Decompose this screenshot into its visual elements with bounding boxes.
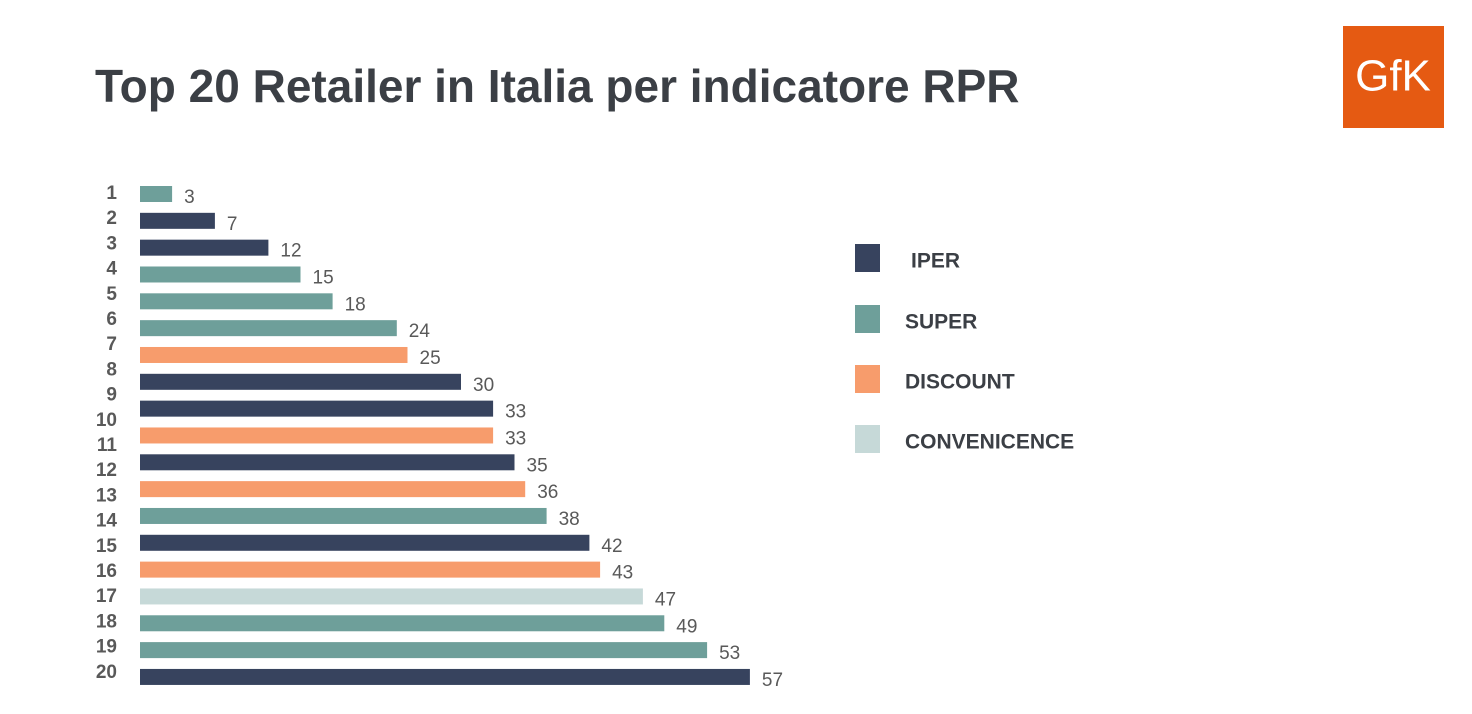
data-label: 24	[409, 321, 431, 342]
bar	[140, 400, 494, 417]
data-label: 15	[313, 268, 334, 289]
data-label: 7	[227, 214, 238, 235]
row-label: 7	[106, 334, 117, 355]
row-label: 6	[106, 309, 117, 330]
data-label: 35	[527, 455, 548, 476]
data-label: 33	[505, 428, 526, 449]
legend-swatch	[855, 425, 880, 453]
bar	[140, 212, 215, 229]
data-label: 36	[537, 482, 558, 503]
row-label: 16	[96, 561, 117, 582]
data-label: 38	[559, 509, 580, 530]
bar	[140, 534, 590, 551]
bar	[140, 481, 526, 498]
data-label: 43	[612, 563, 633, 584]
bar	[140, 642, 708, 659]
data-label: 49	[676, 616, 697, 637]
row-label: 5	[106, 284, 117, 305]
bar	[140, 561, 601, 578]
row-label: 15	[96, 536, 118, 557]
row-label: 11	[97, 435, 118, 456]
row-label: 12	[96, 460, 117, 481]
bar	[140, 588, 643, 605]
legend-label: IPER	[911, 250, 960, 273]
bar	[140, 373, 461, 390]
bar	[140, 507, 547, 524]
logo-box	[1343, 26, 1444, 128]
data-label: 47	[655, 589, 676, 610]
bar	[140, 454, 515, 471]
row-label: 1	[106, 183, 117, 204]
legend-label: CONVENICENCE	[905, 431, 1074, 454]
data-label: 33	[505, 402, 526, 423]
row-label: 13	[96, 485, 117, 506]
row-label: 17	[96, 586, 117, 607]
data-label: 57	[762, 670, 783, 691]
row-label: 3	[106, 233, 117, 254]
data-label: 53	[719, 643, 740, 664]
row-label: 20	[96, 662, 117, 683]
data-label: 18	[345, 294, 366, 315]
data-label: 25	[420, 348, 441, 369]
bar	[140, 186, 173, 202]
legend-swatch	[855, 365, 880, 393]
row-label: 19	[96, 637, 117, 658]
bar	[140, 346, 408, 363]
row-label: 9	[106, 385, 117, 406]
row-label: 4	[106, 259, 117, 280]
row-label: 14	[96, 511, 118, 532]
legend-label: SUPER	[905, 311, 977, 334]
bar	[140, 266, 301, 283]
row-label: 10	[96, 410, 117, 431]
bar	[140, 320, 397, 337]
row-label: 2	[106, 208, 117, 229]
data-label: 3	[184, 187, 195, 208]
legend-swatch	[855, 244, 880, 272]
row-label: 8	[106, 359, 117, 380]
bar	[140, 668, 750, 685]
bar	[140, 293, 333, 310]
bar	[140, 615, 665, 632]
bar	[140, 239, 269, 256]
row-label: 18	[96, 611, 117, 632]
logo-text: GfK	[1355, 52, 1431, 101]
bar	[140, 427, 494, 444]
data-label: 12	[280, 241, 301, 262]
data-label: 42	[601, 536, 622, 557]
legend-label: DISCOUNT	[905, 371, 1015, 394]
data-label: 30	[473, 375, 494, 396]
chart-title: Top 20 Retailer in Italia per indicatore…	[95, 60, 1020, 112]
legend-swatch	[855, 305, 880, 333]
